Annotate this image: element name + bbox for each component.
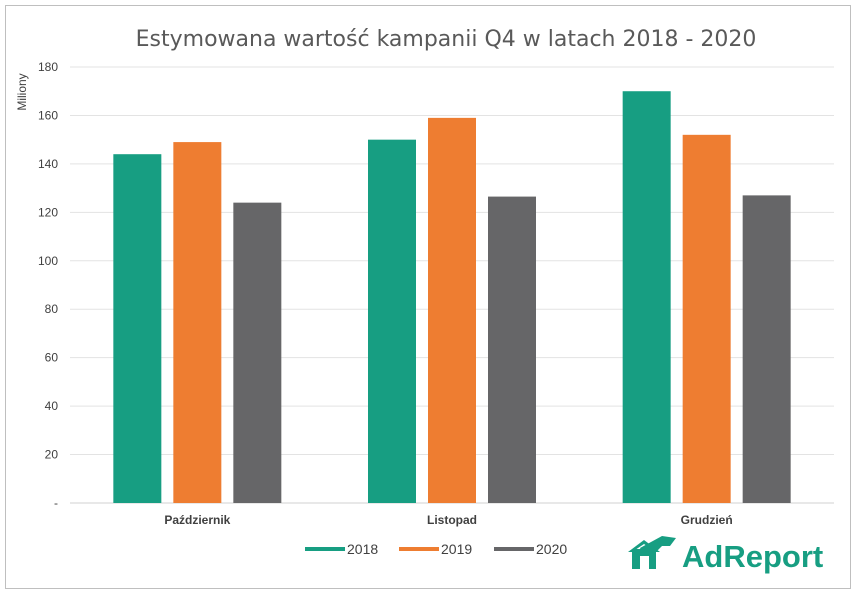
- y-tick-label: 180: [38, 60, 58, 74]
- x-category-label: Grudzień: [681, 513, 733, 527]
- x-axis-categories: Październik Listopad Grudzień: [164, 513, 732, 527]
- bar-2018-0: [113, 154, 162, 503]
- y-tick-label: 60: [45, 351, 59, 365]
- y-tick-label: 120: [38, 205, 58, 219]
- legend-label-2018: 2018: [347, 541, 378, 557]
- logo-icon: [628, 536, 676, 569]
- y-tick-label: 100: [38, 254, 58, 268]
- x-category-label: Listopad: [427, 513, 477, 527]
- y-tick-label: 160: [38, 108, 58, 122]
- x-category-label: Październik: [164, 513, 230, 527]
- bars: [113, 91, 791, 504]
- bar-2019-1: [428, 117, 476, 503]
- y-axis-label: Miliony: [15, 73, 29, 110]
- bar-2018-2: [622, 91, 671, 503]
- legend: 2018 2019 2020: [305, 541, 567, 557]
- legend-label-2020: 2020: [536, 541, 567, 557]
- bar-2019-2: [682, 134, 731, 504]
- y-tick-label: 140: [38, 157, 58, 171]
- y-tick-label: 40: [45, 399, 59, 413]
- chart-title: Estymowana wartość kampanii Q4 w latach …: [136, 27, 757, 52]
- bar-2020-0: [233, 202, 282, 503]
- bar-2018-1: [368, 139, 416, 503]
- y-tick-label: -: [54, 496, 58, 510]
- y-tick-label: 20: [45, 448, 59, 462]
- bar-2019-0: [173, 142, 222, 504]
- legend-label-2019: 2019: [441, 541, 472, 557]
- logo-text: AdReport: [682, 539, 823, 574]
- bar-2020-2: [742, 195, 791, 503]
- bar-2020-1: [488, 196, 536, 504]
- adreport-logo: AdReport: [628, 536, 823, 574]
- y-axis-ticks: - 20 40 60 80 100 120 140 160 180: [38, 60, 58, 510]
- y-tick-label: 80: [45, 302, 59, 316]
